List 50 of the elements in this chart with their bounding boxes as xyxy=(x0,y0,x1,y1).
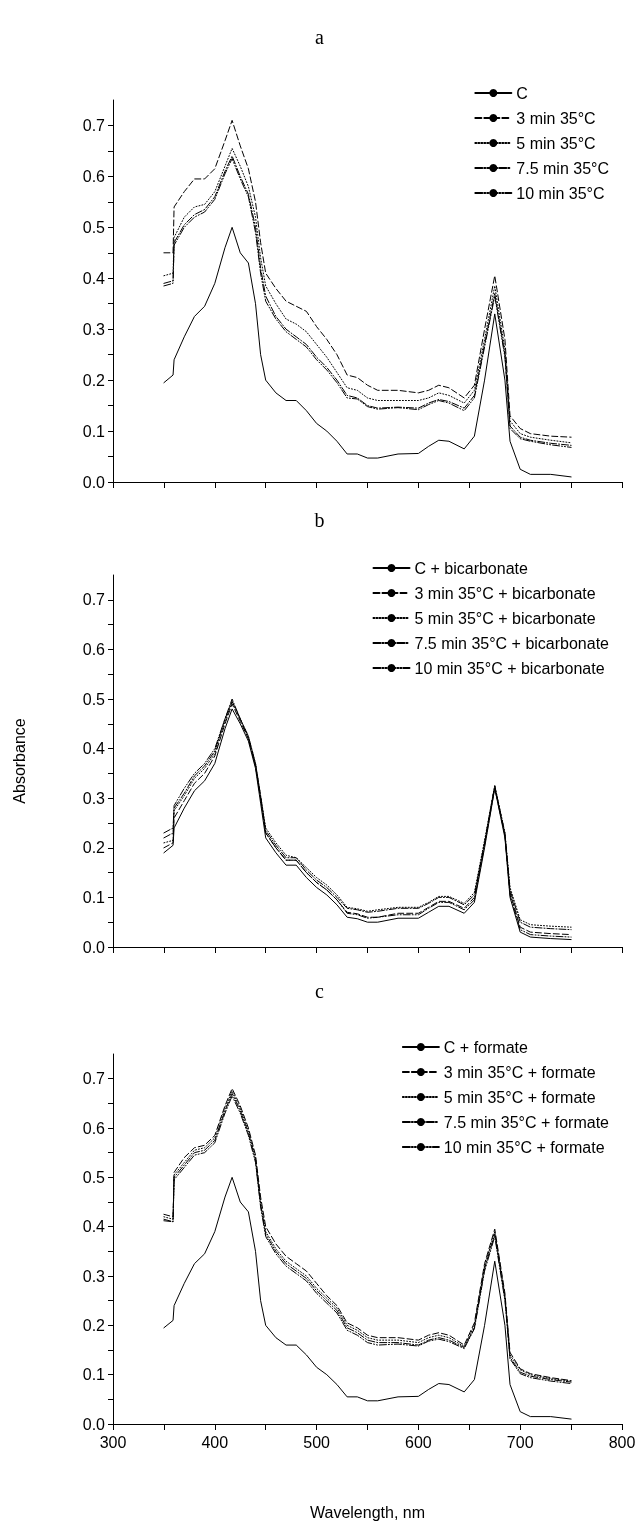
y-tick-label: 0.4 xyxy=(82,1218,106,1236)
y-tick-label: 0.7 xyxy=(82,591,106,609)
chart-title: b xyxy=(314,509,325,531)
y-tick-label: 0.2 xyxy=(82,371,106,389)
y-tick-label: 0.1 xyxy=(82,888,106,906)
y-tick-label: 0.3 xyxy=(82,789,106,807)
legend-label: 10 min 35°C + bicarbonate xyxy=(414,659,605,677)
legend-label: C + bicarbonate xyxy=(414,559,528,577)
y-tick-label: 0.5 xyxy=(82,218,106,236)
y-tick-label: 0.5 xyxy=(82,690,106,708)
y-tick-label: 0.1 xyxy=(82,1366,106,1384)
legend-label: 5 min 35°C + formate xyxy=(443,1088,596,1106)
legend-label: 3 min 35°C + bicarbonate xyxy=(414,584,596,602)
y-tick-label: 0.4 xyxy=(82,269,106,287)
legend-label: 5 min 35°C xyxy=(516,134,596,152)
legend-label: C xyxy=(516,84,528,102)
legend-label: 5 min 35°C + bicarbonate xyxy=(414,609,596,627)
y-tick-label: 0.5 xyxy=(82,1168,106,1186)
chart-title: c xyxy=(315,980,325,1002)
y-tick-label: 0.7 xyxy=(82,116,106,134)
chart-title: a xyxy=(315,26,325,48)
y-tick-label: 0.0 xyxy=(82,1415,106,1433)
y-tick-label: 0.6 xyxy=(82,1119,106,1137)
legend-label: C + formate xyxy=(443,1038,528,1056)
legend-label: 10 min 35°C xyxy=(516,184,605,202)
x-tick-label: 700 xyxy=(506,1433,534,1451)
legend-label: 7.5 min 35°C xyxy=(516,159,610,177)
legend-label: 7.5 min 35°C + formate xyxy=(443,1113,610,1131)
x-tick-label: 800 xyxy=(608,1433,636,1451)
legend-label: 10 min 35°C + formate xyxy=(443,1138,605,1156)
x-tick-label: 300 xyxy=(99,1433,127,1451)
y-tick-label: 0.0 xyxy=(82,473,106,491)
y-tick-label: 0.6 xyxy=(82,640,106,658)
y-tick-label: 0.3 xyxy=(82,1267,106,1285)
y-tick-label: 0.6 xyxy=(82,167,106,185)
y-tick-label: 0.7 xyxy=(82,1070,106,1088)
y-tick-label: 0.3 xyxy=(82,320,106,338)
legend-label: 7.5 min 35°C + bicarbonate xyxy=(414,634,610,652)
y-axis-title: Absorbance xyxy=(10,718,28,804)
y-tick-label: 0.2 xyxy=(82,1316,106,1334)
legend-label: 3 min 35°C + formate xyxy=(443,1063,596,1081)
y-tick-label: 0.2 xyxy=(82,839,106,857)
x-tick-label: 400 xyxy=(201,1433,229,1451)
y-tick-label: 0.4 xyxy=(82,740,106,758)
legend-label: 3 min 35°C xyxy=(516,109,596,127)
y-tick-label: 0.0 xyxy=(82,938,106,956)
x-tick-label: 600 xyxy=(405,1433,432,1451)
y-tick-label: 0.1 xyxy=(82,422,106,440)
x-tick-label: 500 xyxy=(303,1433,331,1451)
x-axis-title: Wavelength, nm xyxy=(309,1503,426,1521)
